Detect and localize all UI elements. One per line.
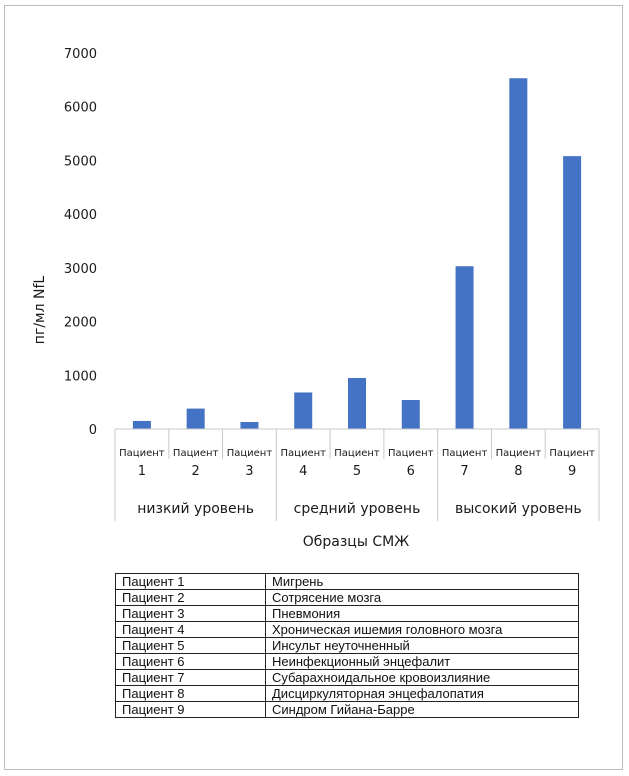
category-labels: Пациент 1 Пациент 2 Пациент 3 Пациент 4 Пациент 5…	[119, 448, 595, 479]
x-axis	[114, 428, 600, 521]
bar	[455, 266, 474, 429]
y-tick-label: 4000	[64, 208, 97, 223]
y-tick-label: 1000	[64, 369, 97, 384]
patient-cell: Пациент 5	[115, 637, 266, 654]
x-tick-label: Пациент	[442, 448, 488, 459]
bar	[186, 408, 205, 429]
diagnosis-cell: Субарахноидальное кровоизлияние	[265, 669, 579, 686]
patient-cell: Пациент 6	[115, 653, 266, 670]
x-tick-number: 5	[353, 464, 361, 479]
table-row: Пациент 1 Мигрень	[115, 573, 579, 590]
group-label: низкий уровень	[137, 501, 254, 517]
patient-cell: Пациент 4	[115, 621, 266, 638]
diagnosis-cell: Дисциркуляторная энцефалопатия	[265, 685, 579, 702]
bar	[240, 422, 259, 429]
bar	[348, 377, 366, 429]
x-tick-label: Пациент	[119, 448, 165, 459]
patient-cell: Пациент 2	[115, 589, 266, 606]
patient-cell: Пациент 8	[115, 685, 266, 702]
table-row: Пациент 7 Субарахноидальное кровоизлияние	[115, 669, 579, 686]
y-tick-label: 3000	[64, 262, 97, 277]
y-tick-label: 2000	[64, 316, 97, 331]
x-tick-number: 7	[460, 464, 468, 479]
bar	[132, 420, 151, 429]
patient-cell: Пациент 3	[115, 605, 266, 622]
x-tick-number: 8	[514, 464, 522, 479]
y-tick-label: 5000	[64, 154, 97, 169]
x-tick-label: Пациент	[388, 448, 434, 459]
x-tick-number: 4	[299, 464, 307, 479]
patient-cell: Пациент 1	[115, 573, 266, 590]
table-row: Пациент 8 Дисциркуляторная энцефалопатия	[115, 685, 579, 702]
x-tick-label: Пациент	[549, 448, 595, 459]
diagnosis-cell: Мигрень	[265, 573, 579, 590]
table-row: Пациент 3 Пневмония	[115, 605, 579, 622]
bar	[563, 156, 582, 430]
diagnosis-cell: Сотрясение мозга	[265, 589, 579, 606]
group-label: высокий уровень	[455, 501, 582, 517]
table-row: Пациент 2 Сотрясение мозга	[115, 589, 579, 606]
bar-chart: пг/мл NfL Образцы СМЖ 0 1000 2000 3000 4000 5…	[32, 47, 600, 550]
diagnosis-cell: Пневмония	[265, 605, 579, 622]
bars	[132, 78, 582, 430]
x-tick-label: Пациент	[227, 448, 273, 459]
bar	[294, 392, 313, 429]
bar	[401, 399, 420, 429]
x-tick-label: Пациент	[173, 448, 219, 459]
y-tick-label: 6000	[64, 101, 97, 116]
diagnosis-cell: Синдром Гийана-Барре	[265, 701, 579, 718]
table-row: Пациент 9 Синдром Гийана-Барре	[115, 701, 579, 718]
x-tick-label: Пациент	[496, 448, 542, 459]
group-label: средний уровень	[294, 501, 421, 517]
x-tick-label: Пациент	[280, 448, 326, 459]
x-tick-number: 9	[568, 464, 576, 479]
y-axis-title: пг/мл NfL	[32, 276, 48, 345]
x-tick-number: 3	[245, 464, 253, 479]
patient-cell: Пациент 9	[115, 701, 266, 718]
y-axis: 0 1000 2000 3000 4000 5000 6000 7000	[64, 47, 97, 438]
table-row: Пациент 6 Неинфекционный энцефалит	[115, 653, 579, 670]
diagnosis-cell: Инсульт неуточненный	[265, 637, 579, 654]
x-tick-number: 2	[192, 464, 200, 479]
patient-cell: Пациент 7	[115, 669, 266, 686]
diagnosis-cell: Неинфекционный энцефалит	[265, 653, 579, 670]
group-labels: низкий уровень средний уровень высокий уро…	[137, 501, 581, 517]
x-tick-number: 1	[138, 464, 146, 479]
x-tick-number: 6	[407, 464, 415, 479]
x-tick-label: Пациент	[334, 448, 380, 459]
x-axis-title: Образцы СМЖ	[303, 534, 410, 550]
table-row: Пациент 4 Хроническая ишемия головного мо…	[115, 621, 579, 638]
diagnosis-cell: Хроническая ишемия головного мозга	[265, 621, 579, 638]
y-tick-label: 0	[89, 423, 97, 438]
y-tick-label: 7000	[64, 47, 97, 62]
bar	[509, 78, 528, 429]
patient-diagnosis-table: Пациент 1 Мигрень Пациент 2 Сотрясение мозг…	[115, 573, 579, 718]
table-row: Пациент 5 Инсульт неуточненный	[115, 637, 579, 654]
